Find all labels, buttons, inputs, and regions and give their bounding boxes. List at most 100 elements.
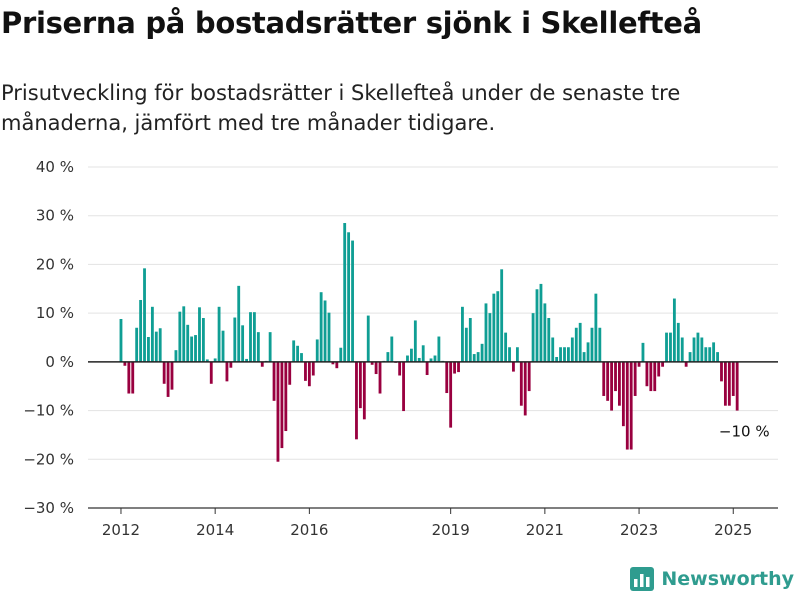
brand-logo: Newsworthy xyxy=(629,566,794,592)
grid-lines xyxy=(88,166,778,460)
bar xyxy=(284,361,288,432)
bar xyxy=(574,327,578,362)
bar xyxy=(480,343,484,362)
bar xyxy=(233,317,237,362)
bar xyxy=(276,361,280,462)
bar xyxy=(598,327,602,362)
bar xyxy=(437,336,441,362)
bar xyxy=(201,318,205,362)
bar xyxy=(209,361,213,384)
bar xyxy=(618,361,621,406)
x-axis-ticks: 2012 2014 2016 2019 2021 2023 2025 xyxy=(102,508,752,539)
bar xyxy=(586,342,590,362)
bar xyxy=(602,361,606,396)
bar xyxy=(472,354,476,362)
bar xyxy=(217,306,221,362)
x-tick-label: 2014 xyxy=(196,521,234,539)
bar xyxy=(641,342,645,362)
bar xyxy=(496,291,500,362)
bar xyxy=(723,361,727,406)
y-axis-ticks: −30 % −20 % −10 % 0 % 10 % 20 % 30 % 40 % xyxy=(23,158,74,517)
bar xyxy=(590,327,594,362)
bar xyxy=(688,352,692,362)
bar xyxy=(531,313,535,362)
bar xyxy=(512,361,515,372)
bar xyxy=(288,361,292,385)
bar xyxy=(661,361,665,367)
bar xyxy=(143,268,146,362)
bar xyxy=(347,232,351,362)
x-tick-label: 2023 xyxy=(620,521,658,539)
bar xyxy=(154,331,158,362)
bar xyxy=(696,332,700,362)
bar xyxy=(174,350,178,362)
bar xyxy=(684,361,688,367)
bar xyxy=(657,361,661,377)
bar xyxy=(547,318,551,362)
bar xyxy=(413,320,417,362)
bar xyxy=(410,348,413,362)
chart-subtitle: Prisutveckling för bostadsrätter i Skell… xyxy=(1,81,681,135)
bar xyxy=(606,361,610,401)
bar xyxy=(339,347,343,362)
bar xyxy=(731,361,735,396)
bar xyxy=(123,361,127,366)
bar xyxy=(500,269,504,362)
bar xyxy=(390,336,394,362)
bar xyxy=(296,345,300,362)
bar xyxy=(476,352,480,362)
bar xyxy=(319,292,323,362)
chart-title: Priserna på bostadsrätter sjönk i Skelle… xyxy=(1,6,702,40)
bar xyxy=(421,345,425,362)
bar xyxy=(449,361,453,428)
bar xyxy=(374,361,378,375)
y-tick-label: 20 % xyxy=(36,255,74,273)
bar xyxy=(665,332,668,362)
bar xyxy=(680,337,684,362)
bar xyxy=(539,283,543,362)
y-tick-label: −20 % xyxy=(23,450,74,468)
bar xyxy=(453,361,456,374)
bar xyxy=(445,361,449,394)
bar xyxy=(704,347,708,362)
bar xyxy=(292,340,296,362)
bar xyxy=(649,361,653,392)
bar xyxy=(241,325,245,362)
bar xyxy=(213,358,217,362)
bar xyxy=(464,327,468,362)
bar xyxy=(614,361,617,392)
bar xyxy=(229,361,233,368)
bar xyxy=(351,240,354,362)
bar xyxy=(127,361,131,394)
brand-name: Newsworthy xyxy=(661,568,794,590)
bar xyxy=(335,361,339,369)
bar xyxy=(158,328,162,362)
bar xyxy=(221,330,225,362)
bar xyxy=(727,361,731,406)
bar xyxy=(594,293,598,362)
bar xyxy=(355,361,358,440)
bar xyxy=(186,324,190,362)
bar xyxy=(519,361,523,406)
bar xyxy=(461,306,464,362)
bar xyxy=(429,358,433,362)
bar xyxy=(720,361,723,382)
bar xyxy=(311,361,315,376)
bars xyxy=(119,223,739,462)
bar xyxy=(425,361,429,376)
bar xyxy=(504,332,508,362)
bar xyxy=(700,337,704,362)
bar xyxy=(610,361,614,411)
bar xyxy=(508,347,511,362)
bar xyxy=(563,347,566,362)
bar xyxy=(578,322,582,362)
bar xyxy=(194,335,197,362)
bar xyxy=(523,361,527,416)
y-tick-label: −30 % xyxy=(23,499,74,517)
bar xyxy=(256,332,260,362)
bar xyxy=(625,361,629,450)
bar xyxy=(555,356,559,362)
bar xyxy=(249,312,252,362)
bar xyxy=(570,337,574,362)
